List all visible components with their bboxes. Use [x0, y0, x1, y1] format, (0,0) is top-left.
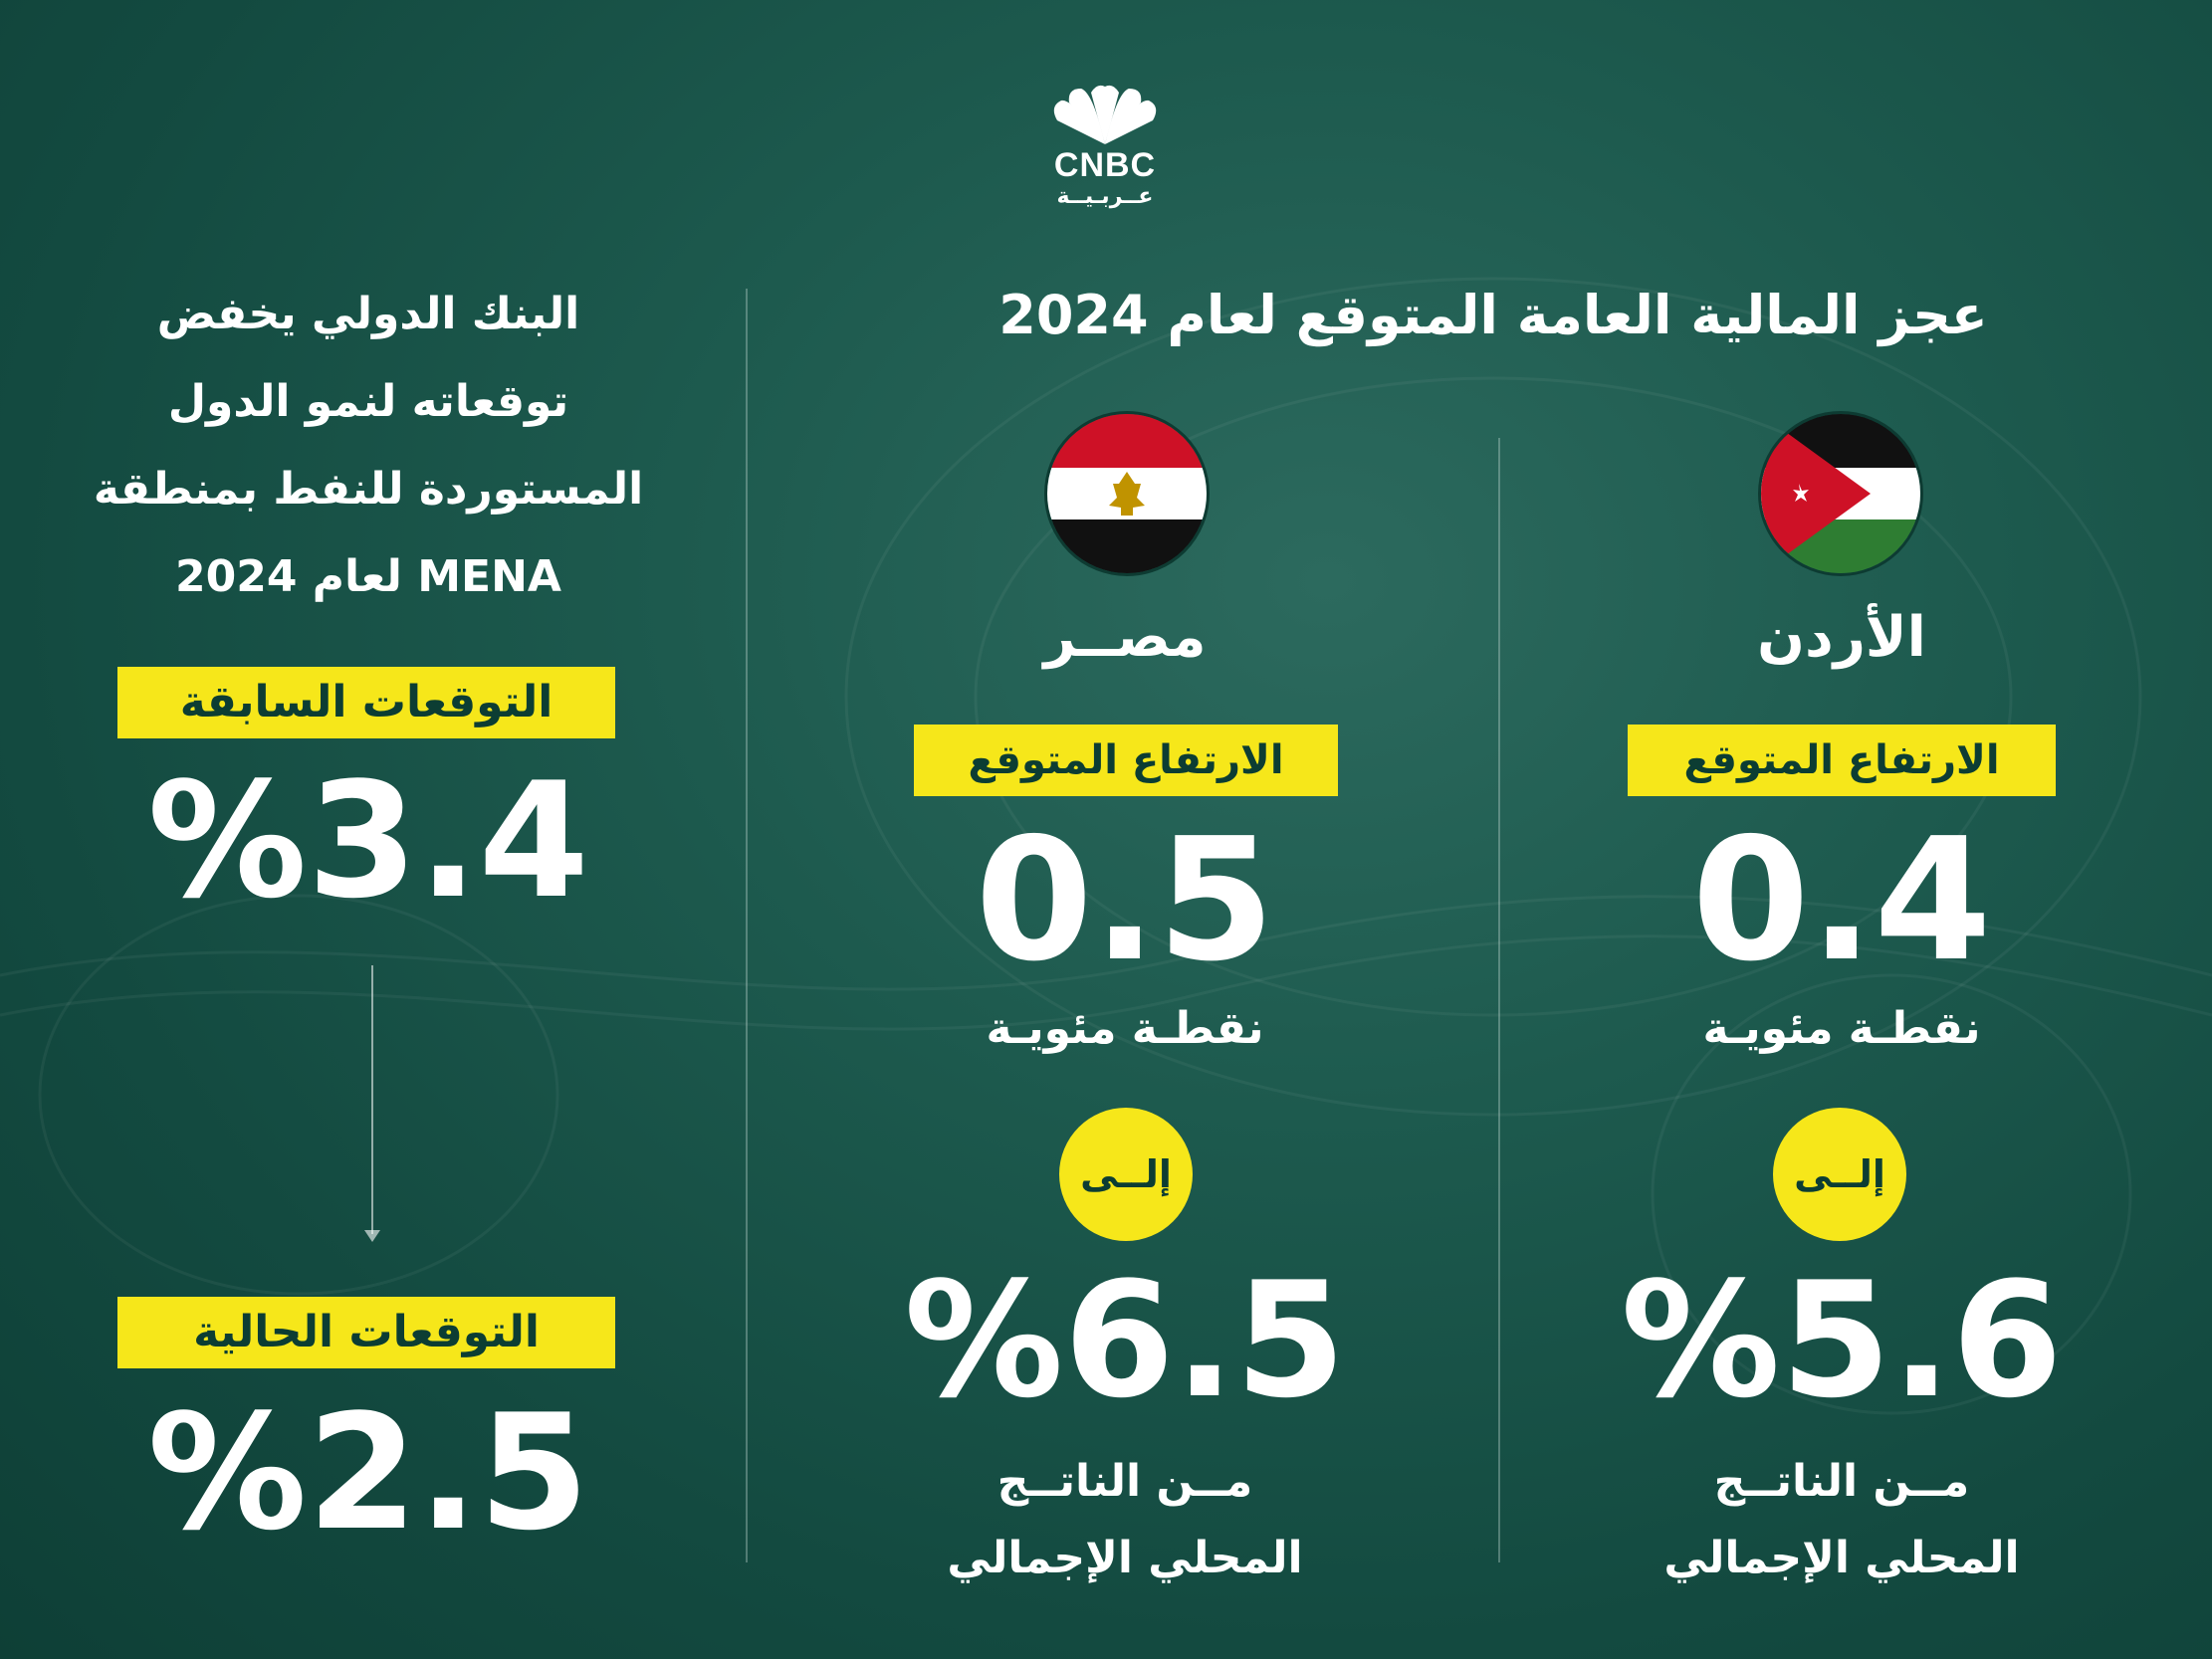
divider-middle [1498, 438, 1500, 1562]
left-headline-line-4: MENA لعام 2024 [175, 551, 561, 602]
egypt-rise-value: 0.5 [975, 802, 1275, 999]
jordan-rise-label: الارتفاع المتوقع [1628, 725, 2056, 796]
arrow-down-icon [371, 965, 373, 1234]
jordan-to-badge: إلــى [1773, 1108, 1906, 1241]
egypt-unit: نقطـة مئويـة [986, 1003, 1264, 1054]
page-title: عجز المالية العامة المتوقع لعام 2024 [998, 284, 1988, 346]
logo-arabic-text: عــربـيــة [1056, 184, 1154, 209]
egypt-name: مصــر [1043, 605, 1207, 670]
cnbc-arabia-logo: CNBC عــربـيــة [1035, 85, 1175, 214]
jordan-name: الأردن [1757, 605, 1926, 670]
left-headline-line-3: المستوردة للنفط بمنطقة [93, 464, 644, 515]
egypt-deficit-value: %6.5 [904, 1247, 1346, 1433]
left-headline-line-1: البنك الدولي يخفض [156, 289, 580, 339]
left-headline-line-2: توقعاته لنمو الدول [167, 376, 569, 427]
jordan-rise-value: 0.4 [1691, 802, 1992, 999]
previous-forecast-value: %3.4 [147, 747, 589, 933]
jordan-gdp-line-1: مــن الناتــج [1713, 1456, 1970, 1507]
peacock-icon [1053, 85, 1157, 144]
jordan-flag-icon [1758, 411, 1923, 576]
egypt-gdp-line-1: مــن الناتــج [996, 1456, 1253, 1507]
arrow-head-icon [364, 1230, 380, 1242]
previous-forecast-label: التوقعات السابقة [117, 667, 615, 738]
egypt-gdp-line-2: المحلي الإجمالي [947, 1533, 1303, 1583]
logo-brand-text: CNBC [1053, 146, 1157, 184]
current-forecast-label: التوقعات الحالية [117, 1297, 615, 1368]
jordan-gdp-line-2: المحلي الإجمالي [1663, 1533, 2020, 1583]
current-forecast-value: %2.5 [147, 1379, 589, 1565]
jordan-unit: نقطـة مئويـة [1702, 1003, 1981, 1054]
egypt-rise-label: الارتفاع المتوقع [914, 725, 1338, 796]
jordan-deficit-value: %5.6 [1621, 1247, 2063, 1433]
egypt-to-badge: إلــى [1059, 1108, 1193, 1241]
divider-left [746, 289, 748, 1562]
egypt-flag-icon [1044, 411, 1210, 576]
